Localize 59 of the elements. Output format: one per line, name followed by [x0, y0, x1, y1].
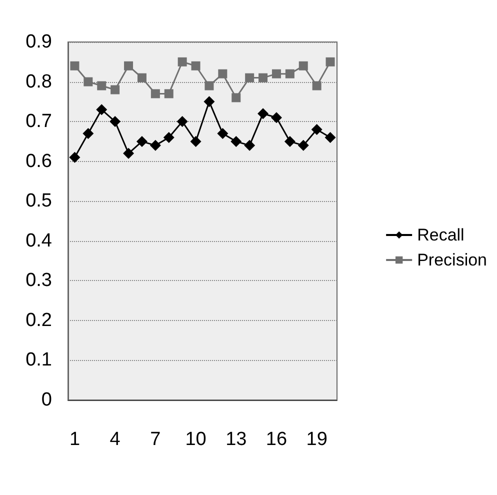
- point: [124, 61, 134, 70]
- x-tick-label: 13: [226, 429, 247, 450]
- legend-label: Recall: [417, 226, 464, 244]
- point: [178, 57, 187, 66]
- y-tick-label: 0.3: [26, 270, 52, 292]
- point: [298, 140, 309, 151]
- x-tick-label: 10: [185, 429, 206, 450]
- x-tick-label: 16: [266, 429, 288, 450]
- point: [218, 69, 228, 78]
- y-tick-label: 0.4: [26, 230, 52, 252]
- point: [176, 116, 188, 128]
- x-tick-label: 7: [150, 429, 161, 450]
- point: [258, 108, 269, 120]
- point: [123, 148, 134, 159]
- point: [232, 93, 241, 102]
- point: [298, 61, 308, 70]
- y-tick-label: 0: [41, 390, 52, 410]
- point: [84, 77, 93, 86]
- point: [97, 81, 106, 90]
- point: [204, 81, 214, 90]
- y-tick-label: 0.5: [26, 190, 52, 212]
- point: [190, 136, 202, 147]
- point: [163, 132, 174, 143]
- y-tick-label: 0.1: [26, 350, 52, 371]
- point: [284, 136, 296, 147]
- x-tick-label: 4: [110, 429, 121, 450]
- legend-label: Precision: [417, 250, 488, 270]
- y-tick-label: 0.8: [26, 71, 52, 92]
- y-tick-label: 0.7: [26, 111, 52, 132]
- point: [150, 140, 161, 151]
- point: [270, 112, 282, 124]
- x-tick-label: 1: [69, 429, 80, 450]
- point: [312, 81, 322, 90]
- point: [272, 69, 281, 78]
- point: [191, 61, 200, 70]
- point: [204, 96, 215, 108]
- point: [69, 152, 80, 163]
- point: [285, 69, 294, 78]
- point: [70, 61, 80, 70]
- point: [150, 89, 160, 98]
- y-tick-label: 0.9: [26, 32, 52, 52]
- point: [258, 73, 268, 82]
- point: [244, 140, 256, 151]
- y-tick-label: 0.2: [26, 310, 52, 331]
- point: [137, 73, 146, 82]
- point: [311, 124, 322, 136]
- point: [96, 104, 108, 116]
- point: [136, 136, 148, 147]
- point: [326, 57, 335, 66]
- y-tick-label: 0.6: [26, 150, 52, 172]
- x-tick-label: 19: [306, 429, 328, 450]
- point: [110, 85, 120, 94]
- point: [110, 116, 121, 128]
- point: [324, 132, 336, 143]
- point: [164, 89, 174, 98]
- point: [230, 136, 242, 147]
- point: [217, 128, 228, 139]
- point: [82, 128, 94, 139]
- point: [245, 73, 254, 82]
